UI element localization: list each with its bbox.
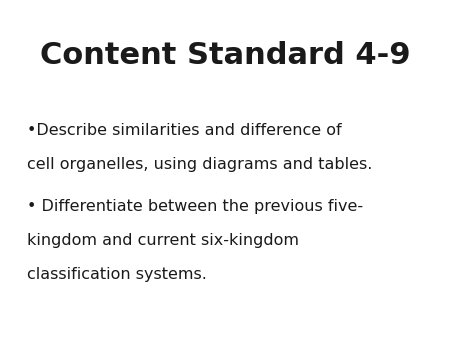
Text: Content Standard 4-9: Content Standard 4-9 xyxy=(40,41,410,70)
Text: cell organelles, using diagrams and tables.: cell organelles, using diagrams and tabl… xyxy=(27,157,373,172)
Text: •Describe similarities and difference of: •Describe similarities and difference of xyxy=(27,123,342,138)
Text: classification systems.: classification systems. xyxy=(27,267,207,282)
Text: kingdom and current six-kingdom: kingdom and current six-kingdom xyxy=(27,233,299,248)
Text: • Differentiate between the previous five-: • Differentiate between the previous fiv… xyxy=(27,199,363,214)
